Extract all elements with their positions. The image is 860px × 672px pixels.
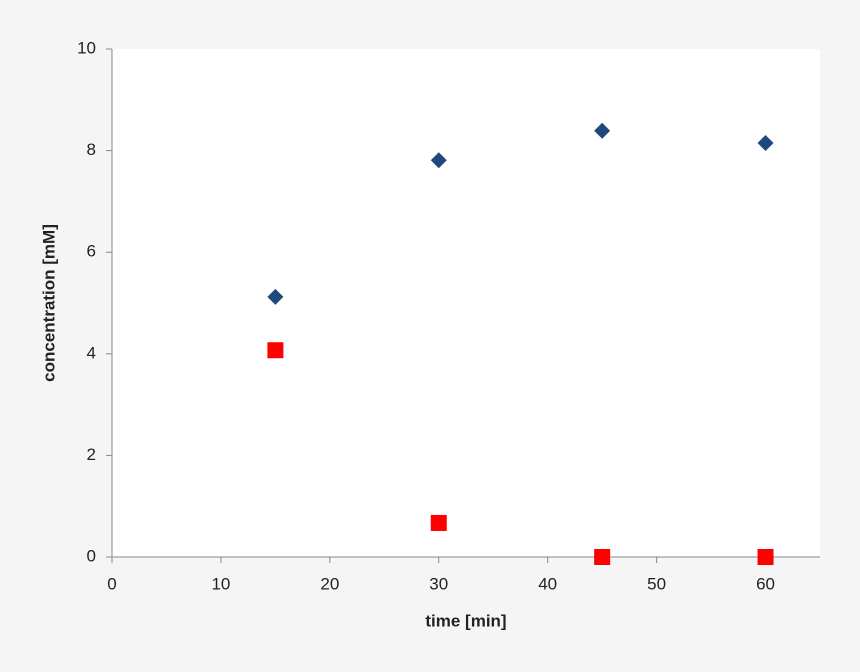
y-tick-label: 4 <box>87 343 96 362</box>
point <box>267 342 284 359</box>
x-tick-label: 10 <box>211 574 230 593</box>
x-tick-label: 20 <box>320 574 339 593</box>
y-tick-label: 10 <box>77 38 96 57</box>
x-tick-label: 50 <box>647 574 666 593</box>
point <box>757 549 774 565</box>
plot-area <box>112 49 820 557</box>
y-tick-label: 6 <box>87 242 96 261</box>
point <box>594 549 611 565</box>
x-tick-label: 40 <box>538 574 557 593</box>
y-tick-label: 8 <box>87 140 96 159</box>
point <box>267 288 284 305</box>
x-tick-label: 60 <box>756 574 775 593</box>
point <box>594 122 611 139</box>
point <box>757 134 774 151</box>
point <box>430 152 447 169</box>
y-axis-title: concentration [mM] <box>39 224 58 382</box>
point <box>430 514 447 531</box>
y-tick-label: 2 <box>87 445 96 464</box>
x-axis-title: time [min] <box>425 611 506 630</box>
y-tick-label: 0 <box>87 546 96 565</box>
x-tick-label: 0 <box>107 574 116 593</box>
x-tick-label: 30 <box>429 574 448 593</box>
